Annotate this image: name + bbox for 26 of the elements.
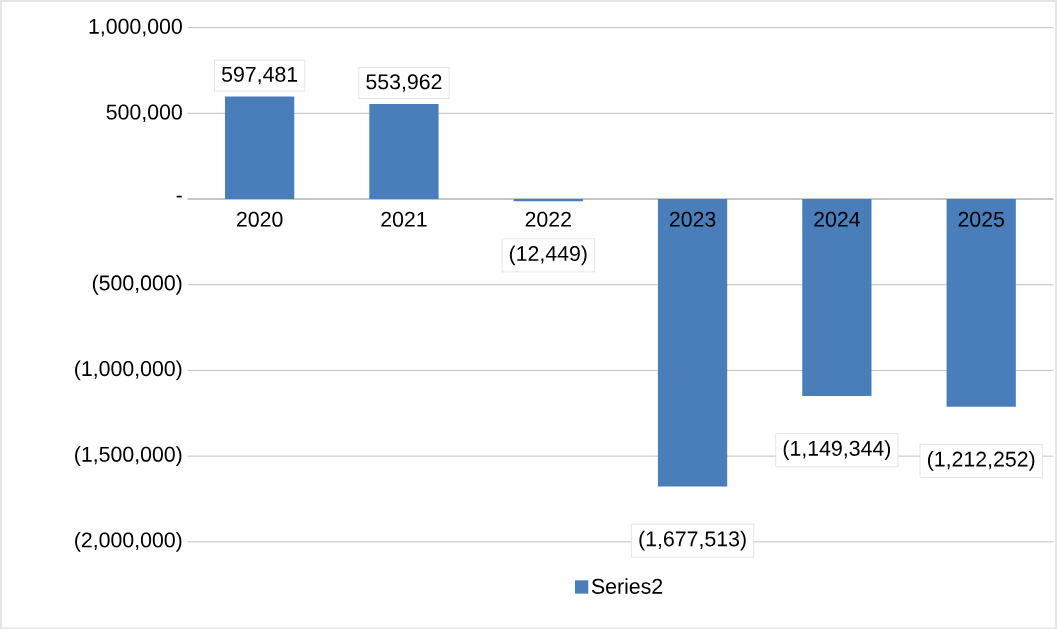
bar — [513, 198, 583, 201]
x-tick-label: 2021 — [381, 211, 427, 227]
data-label: (1,677,513) — [639, 530, 746, 551]
bar — [225, 96, 295, 199]
y-tick-label: (500,000) — [92, 274, 182, 295]
y-tick-label: (1,000,000) — [75, 360, 182, 381]
y-tick-label: 1,000,000 — [89, 18, 182, 37]
data-label: (1,149,344) — [783, 440, 891, 460]
x-tick-label: 2024 — [814, 211, 860, 227]
data-label: (1,212,252) — [927, 450, 1035, 471]
legend-label: Series2 — [591, 578, 663, 594]
x-tick-label: 2023 — [669, 211, 716, 227]
data-label: 597,481 — [221, 66, 298, 85]
x-tick-label: 2025 — [958, 211, 1004, 227]
y-tick-label: 500,000 — [106, 104, 182, 122]
data-label: 553,962 — [366, 74, 442, 92]
bar — [802, 198, 872, 396]
y-tick-label: - — [176, 195, 182, 198]
x-tick-label: 2020 — [237, 211, 283, 227]
y-tick-label: (2,000,000) — [75, 531, 182, 552]
data-label: (12,449) — [509, 245, 587, 266]
bar — [946, 198, 1016, 407]
x-tick-label: 2022 — [525, 211, 571, 227]
bar — [369, 103, 439, 199]
y-tick-label: (1,500,000) — [75, 446, 182, 466]
bar — [657, 198, 728, 487]
